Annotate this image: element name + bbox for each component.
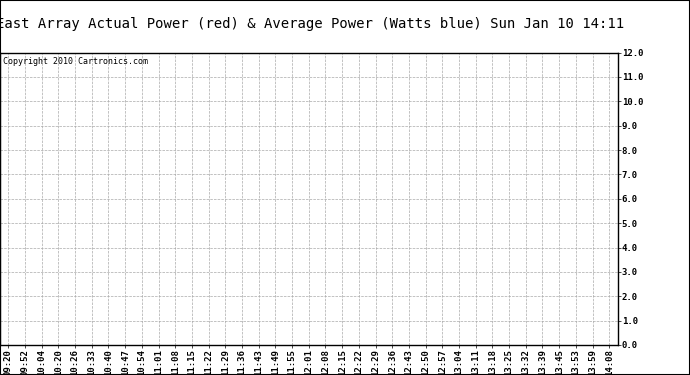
Text: Copyright 2010 Cartronics.com: Copyright 2010 Cartronics.com <box>3 57 148 66</box>
Text: East Array Actual Power (red) & Average Power (Watts blue) Sun Jan 10 14:11: East Array Actual Power (red) & Average … <box>0 17 624 31</box>
